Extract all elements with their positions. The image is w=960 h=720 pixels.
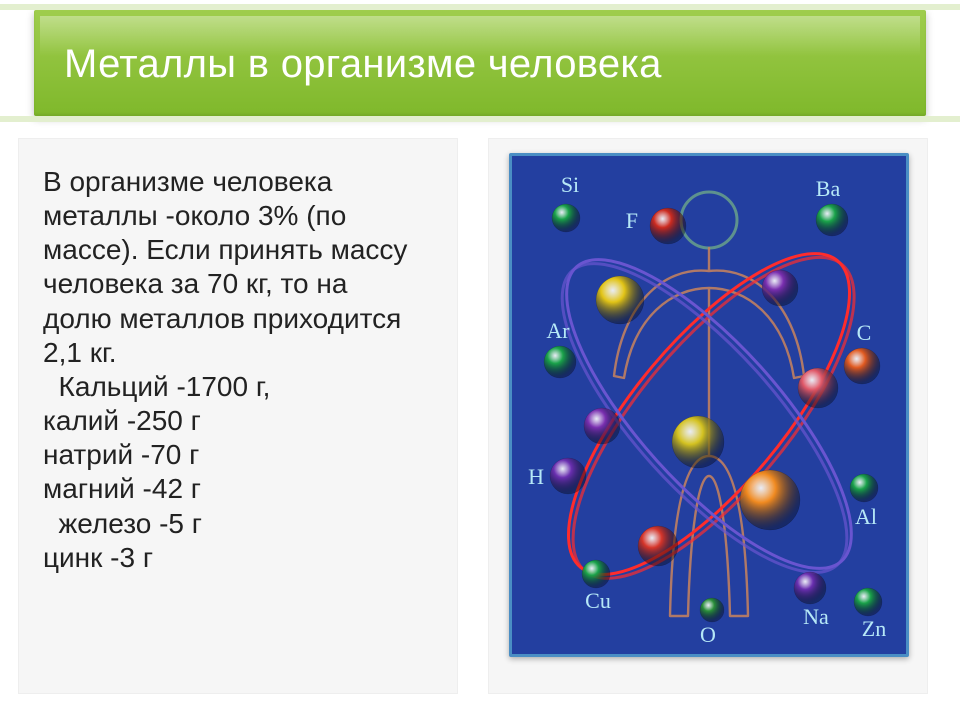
element-label-Zn: Zn bbox=[862, 616, 886, 641]
body-line: магний -42 г bbox=[43, 472, 433, 506]
element-label-Al: Al bbox=[855, 504, 877, 529]
body-line: человека за 70 кг, то на bbox=[43, 267, 433, 301]
element-markers: Si F Ba Ar C H Al Cu O Na Zn bbox=[528, 172, 886, 647]
body-line: натрий -70 г bbox=[43, 438, 433, 472]
elements-svg: Si F Ba Ar C H Al Cu O Na Zn bbox=[512, 156, 906, 654]
element-label-Ba: Ba bbox=[816, 176, 841, 201]
body-line: Кальций -1700 г, bbox=[43, 370, 433, 404]
element-label-Cu: Cu bbox=[585, 588, 611, 613]
element-label-Na: Na bbox=[803, 604, 829, 629]
accent-stripe bbox=[0, 116, 960, 122]
body-line: металлы -около 3% (по bbox=[43, 199, 433, 233]
body-line: железо -5 г bbox=[43, 507, 433, 541]
body-line: калий -250 г bbox=[43, 404, 433, 438]
body-text: В организме человекаметаллы -около 3% (п… bbox=[43, 165, 433, 575]
page-title: Металлы в организме человека bbox=[64, 42, 662, 87]
content-text-panel: В организме человекаметаллы -около 3% (п… bbox=[18, 138, 458, 694]
element-label-H: H bbox=[528, 464, 544, 489]
body-line: 2,1 кг. bbox=[43, 336, 433, 370]
body-line: В организме человека bbox=[43, 165, 433, 199]
slide: Металлы в организме человека В организме… bbox=[0, 0, 960, 720]
body-line: цинк -3 г bbox=[43, 541, 433, 575]
element-label-O: O bbox=[700, 622, 716, 647]
element-label-Ar: Ar bbox=[546, 318, 570, 343]
elements-illustration: Si F Ba Ar C H Al Cu O Na Zn bbox=[509, 153, 909, 657]
body-line: долю металлов приходится bbox=[43, 302, 433, 336]
element-label-Si: Si bbox=[561, 172, 579, 197]
content-image-panel: Si F Ba Ar C H Al Cu O Na Zn bbox=[488, 138, 928, 694]
accent-stripe bbox=[0, 4, 960, 10]
element-label-F: F bbox=[626, 208, 638, 233]
element-label-C: C bbox=[857, 320, 872, 345]
title-bar: Металлы в организме человека bbox=[34, 10, 926, 116]
body-line: массе). Если принять массу bbox=[43, 233, 433, 267]
